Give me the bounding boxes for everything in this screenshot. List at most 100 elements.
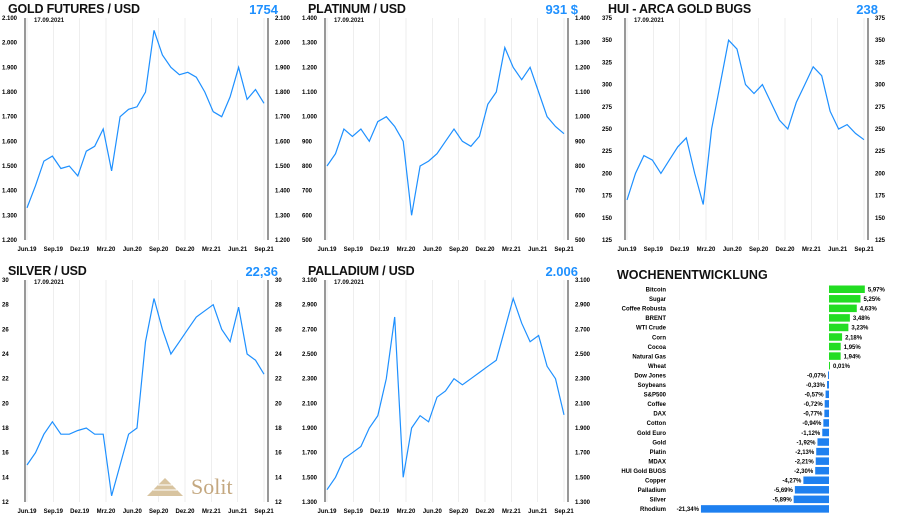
x-tick-label: Sep.19 xyxy=(344,247,364,253)
y-tick-label-left: 600 xyxy=(302,213,313,219)
bar xyxy=(815,466,829,475)
price-line xyxy=(326,296,565,491)
y-tick-label-right: 1.700 xyxy=(575,451,591,457)
bar-value-label: -0,07% xyxy=(807,373,827,379)
current-value: 2.006 xyxy=(545,264,578,279)
x-tick-label: Sep.20 xyxy=(449,509,469,515)
bar-value-label: -0,72% xyxy=(804,402,824,408)
x-tick-label: Jun.20 xyxy=(423,247,443,253)
bar-category-label: Bitcoin xyxy=(646,288,667,294)
y-tick-label-right: 24 xyxy=(275,352,282,358)
y-tick-label-right: 1.900 xyxy=(275,65,291,71)
bar xyxy=(815,457,829,465)
x-tick-label: Mrz.20 xyxy=(97,509,116,515)
bar xyxy=(824,400,829,408)
bar-category-label: Natural Gas xyxy=(632,354,666,360)
y-tick-label-right: 500 xyxy=(575,238,586,244)
y-tick-label-left: 175 xyxy=(602,194,613,200)
bar-category-label: Dow Jones xyxy=(634,373,666,379)
bar-category-label: Gold xyxy=(652,440,666,446)
y-tick-label-right: 1.200 xyxy=(275,238,291,244)
bar xyxy=(829,304,857,313)
line-chart-panel: HUI - ARCA GOLD BUGS 238 17.09.2021 125 125 1… xyxy=(600,0,900,262)
bar xyxy=(822,428,829,437)
y-tick-label-left: 30 xyxy=(2,278,9,284)
y-tick-label-left: 500 xyxy=(302,238,313,244)
chart-title: GOLD FUTURES / USD xyxy=(8,2,140,16)
y-tick-label-left: 2.000 xyxy=(2,41,18,47)
line-chart-panel: PLATINUM / USD 931 $ 17.09.2021 500 500 600 60… xyxy=(300,0,600,262)
x-tick-label: Dez.20 xyxy=(775,247,795,253)
y-tick-label-left: 1.500 xyxy=(2,164,18,170)
bar-value-label: 3,23% xyxy=(851,326,869,332)
x-tick-label: Sep.20 xyxy=(749,247,769,253)
bar-category-label: S&P500 xyxy=(644,393,667,399)
bar-category-label: Palladium xyxy=(638,488,666,494)
x-tick-label: Dez.19 xyxy=(670,247,690,253)
bar-value-label: -0,77% xyxy=(803,412,823,418)
bar xyxy=(829,323,849,332)
bar-category-label: DAX xyxy=(653,412,666,418)
y-tick-label-right: 150 xyxy=(875,216,886,222)
y-tick-label-right: 275 xyxy=(875,105,886,111)
x-tick-label: Jun.19 xyxy=(617,247,637,253)
x-tick-label: Sep.19 xyxy=(644,247,664,253)
bar-value-label: 4,63% xyxy=(860,307,878,313)
y-tick-label-right: 16 xyxy=(275,451,282,457)
y-tick-label-right: 2.900 xyxy=(575,303,591,309)
x-tick-label: Jun.19 xyxy=(317,247,337,253)
y-tick-label-right: 300 xyxy=(875,83,886,89)
x-tick-label: Dez.20 xyxy=(475,509,495,515)
y-tick-label-right: 600 xyxy=(575,213,586,219)
y-tick-label-left: 20 xyxy=(2,401,9,407)
bar-category-label: Wheat xyxy=(648,364,666,370)
x-tick-label: Jun.19 xyxy=(17,247,37,253)
bar-category-label: WTI Crude xyxy=(636,326,667,332)
y-tick-label-right: 1.400 xyxy=(275,189,291,195)
bar xyxy=(827,381,829,389)
y-tick-label-left: 1.300 xyxy=(2,213,18,219)
x-tick-label: Sep.21 xyxy=(554,509,574,515)
bar-value-label: -2,30% xyxy=(794,469,814,475)
bar-category-label: Copper xyxy=(645,479,667,485)
line-chart-panel: PALLADIUM / USD 2.006 17.09.2021 1.300 1.300… xyxy=(300,262,600,524)
y-tick-label-left: 2.700 xyxy=(302,327,318,333)
y-tick-label-left: 1.800 xyxy=(2,90,18,96)
pyramid-logo-icon xyxy=(147,478,183,496)
y-tick-label-right: 1.400 xyxy=(575,16,591,22)
x-tick-label: Jun.20 xyxy=(423,509,443,515)
y-tick-label-left: 2.300 xyxy=(302,377,318,383)
y-tick-label-right: 3.100 xyxy=(575,278,591,284)
bar-value-label: 2,18% xyxy=(845,335,863,341)
bar-value-label: -4,27% xyxy=(782,479,802,485)
bar-category-label: Silver xyxy=(650,498,667,504)
y-tick-label-left: 1.300 xyxy=(302,500,318,506)
x-tick-label: Mrz.20 xyxy=(97,247,116,253)
y-tick-label-left: 800 xyxy=(302,164,313,170)
x-tick-label: Jun.21 xyxy=(228,509,248,515)
y-tick-label-left: 275 xyxy=(602,105,613,111)
bar xyxy=(829,352,841,360)
y-tick-label-left: 325 xyxy=(602,60,613,66)
bar xyxy=(829,285,865,293)
x-tick-label: Sep.21 xyxy=(254,509,274,515)
price-line xyxy=(26,298,265,496)
chart-date: 17.09.2021 xyxy=(334,280,365,286)
y-tick-label-left: 3.100 xyxy=(302,278,318,284)
bar-value-label: -2,13% xyxy=(795,450,815,456)
x-tick-label: Jun.20 xyxy=(723,247,743,253)
bar-value-label: -0,94% xyxy=(802,421,822,427)
bar-category-label: MDAX xyxy=(648,459,666,465)
y-tick-label-left: 1.700 xyxy=(2,115,18,121)
chart-date: 17.09.2021 xyxy=(34,18,65,24)
bar-value-label: -5,89% xyxy=(773,498,793,504)
y-tick-label-right: 1.200 xyxy=(575,65,591,71)
bar-value-label: -1,12% xyxy=(801,431,821,437)
bar-category-label: Cotton xyxy=(647,421,667,427)
bar xyxy=(829,314,850,322)
bar xyxy=(829,295,861,303)
y-tick-label-right: 1.500 xyxy=(575,475,591,481)
bar-value-label: 0,01% xyxy=(833,364,851,370)
y-tick-label-right: 22 xyxy=(275,377,282,383)
y-tick-label-right: 2.100 xyxy=(575,401,591,407)
